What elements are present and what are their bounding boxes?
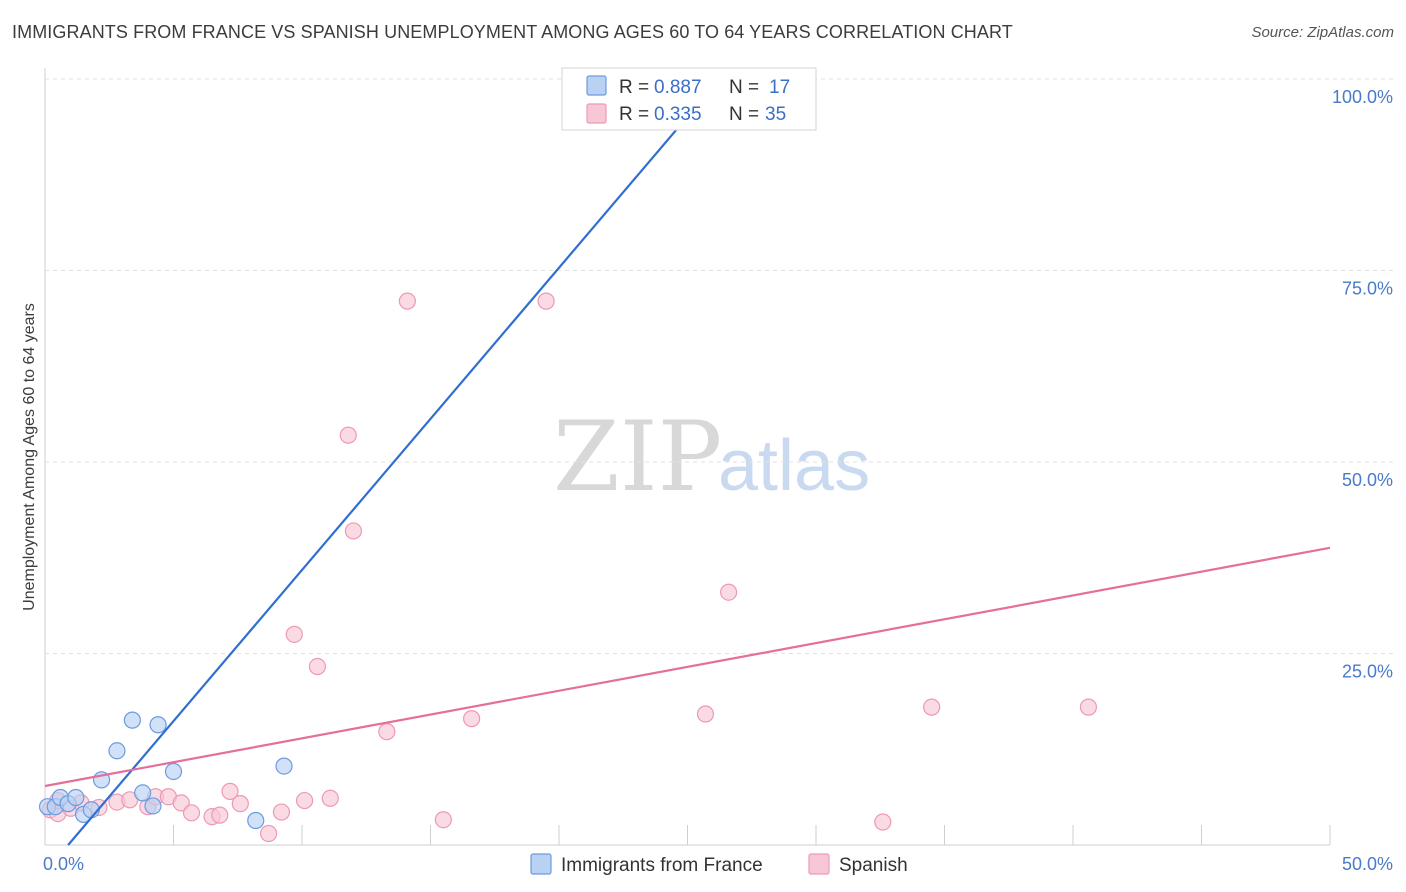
x-tick-labels: 0.0% 50.0% xyxy=(43,854,1393,874)
y-tick-label: 50.0% xyxy=(1342,470,1393,490)
legend-label-spanish: Spanish xyxy=(839,855,908,876)
spanish-point xyxy=(463,710,481,728)
france-point xyxy=(275,757,293,775)
spanish-point xyxy=(182,804,201,822)
spanish-point xyxy=(874,813,892,831)
spanish-point xyxy=(720,583,738,601)
france-point xyxy=(247,811,265,830)
france-points xyxy=(38,70,632,830)
legend-swatch-spanish xyxy=(808,853,830,875)
spanish-point xyxy=(272,803,291,821)
spanish-point xyxy=(696,705,715,723)
axes xyxy=(44,68,1331,846)
spanish-point xyxy=(398,292,416,310)
spanish-point xyxy=(285,625,303,643)
y-axis-label: Unemployment Among Ages 60 to 64 years xyxy=(21,303,38,611)
spanish-point xyxy=(344,522,362,540)
france-point xyxy=(134,784,152,802)
spanish-point xyxy=(434,811,452,829)
france-r-value: 0.887 xyxy=(654,77,702,98)
france-legend-swatch xyxy=(586,75,607,96)
france-n-label: N = xyxy=(729,77,759,98)
spanish-point xyxy=(211,806,229,824)
spanish-point xyxy=(308,657,327,676)
y-tick-label: 25.0% xyxy=(1342,662,1393,682)
y-tick-label: 75.0% xyxy=(1342,279,1393,299)
france-trend-line xyxy=(67,70,727,846)
spanish-n-label: N = xyxy=(729,104,759,125)
stats-legend: R = 0.887 N = 17 R = 0.335 N = 35 xyxy=(561,67,817,131)
source-credit: Source: ZipAtlas.com xyxy=(1251,24,1394,41)
france-point xyxy=(164,762,183,781)
watermark-zip: ZIP xyxy=(553,401,722,513)
spanish-legend-swatch xyxy=(586,103,607,124)
grid-lines xyxy=(45,78,1395,654)
x-tick-label: 0.0% xyxy=(43,854,84,874)
spanish-n-value: 35 xyxy=(765,104,786,125)
y-tick-label: 100.0% xyxy=(1332,87,1393,107)
spanish-point xyxy=(295,791,314,810)
spanish-point xyxy=(339,426,357,444)
trend-lines xyxy=(44,70,1331,846)
spanish-trend-line xyxy=(44,546,1331,788)
france-point xyxy=(123,711,141,729)
spanish-r-label: R = xyxy=(619,104,649,125)
series-legend: Immigrants from France Spanish xyxy=(530,853,908,876)
france-point xyxy=(108,742,126,760)
spanish-point xyxy=(923,698,941,716)
spanish-point xyxy=(378,723,396,741)
france-point xyxy=(67,788,85,807)
spanish-point xyxy=(221,782,239,800)
legend-label-france: Immigrants from France xyxy=(561,855,763,876)
france-point xyxy=(144,797,162,815)
spanish-point xyxy=(321,789,339,807)
spanish-point xyxy=(259,824,278,843)
spanish-point xyxy=(537,292,555,310)
y-tick-labels: 25.0% 50.0% 75.0% 100.0% xyxy=(1332,87,1393,682)
legend-swatch-france xyxy=(530,853,552,875)
france-point xyxy=(149,716,167,734)
spanish-point xyxy=(1079,698,1098,716)
watermark-atlas: atlas xyxy=(718,426,870,506)
spanish-r-value: 0.335 xyxy=(654,104,702,125)
spanish-points xyxy=(41,292,1098,843)
france-n-value: 17 xyxy=(769,77,790,98)
france-r-label: R = xyxy=(619,77,649,98)
chart-title: IMMIGRANTS FROM FRANCE VS SPANISH UNEMPL… xyxy=(12,22,1013,42)
spanish-point xyxy=(172,794,190,812)
x-tick-label: 50.0% xyxy=(1342,854,1393,874)
spanish-point xyxy=(231,795,249,813)
